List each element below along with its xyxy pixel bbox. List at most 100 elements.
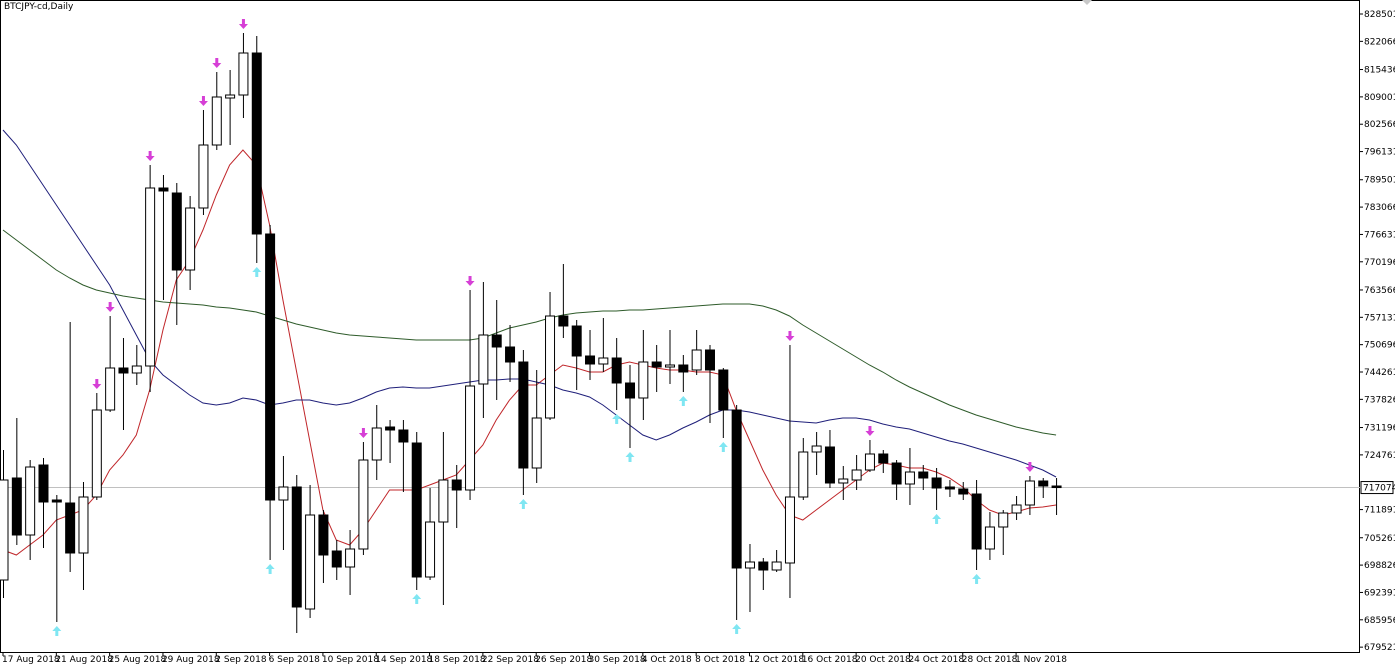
y-tick-label: 809001	[1364, 93, 1395, 103]
x-tick-label: 21 Aug 2018	[55, 655, 113, 665]
candle-body	[265, 233, 276, 501]
candle-body	[385, 426, 396, 431]
candle-body	[864, 453, 875, 471]
candle-body	[185, 207, 196, 271]
y-tick-label: 796131	[1364, 148, 1395, 158]
candle-body	[491, 334, 502, 348]
candle-body	[465, 385, 476, 491]
y-tick-label: 737826	[1364, 395, 1395, 405]
candle-body	[91, 409, 102, 498]
x-tick-label: 8 Oct 2018	[695, 655, 745, 665]
candle-body	[145, 187, 156, 367]
candle-body	[585, 355, 596, 365]
candle-body	[331, 550, 342, 568]
candle-body	[438, 479, 449, 523]
x-tick-label: 28 Oct 2018	[962, 655, 1018, 665]
candle-body	[518, 361, 529, 469]
candle-body	[1011, 504, 1022, 514]
candle-body	[158, 187, 169, 192]
candle-body	[598, 357, 609, 365]
candle-body	[211, 96, 222, 146]
candle-body	[904, 471, 915, 485]
x-tick-label: 4 Oct 2018	[642, 655, 692, 665]
candle-body	[704, 349, 715, 371]
chart-title: BTCJPY-cd,Daily	[4, 2, 74, 12]
fractal-up-arrow	[252, 267, 262, 278]
candle-body	[931, 477, 942, 489]
x-tick-label: 30 Sep 2018	[589, 655, 646, 665]
candle-body	[1051, 485, 1062, 489]
candle-body	[758, 561, 769, 571]
fractal-up-arrow	[732, 623, 742, 634]
candle-body	[891, 462, 902, 485]
fractal-down-arrow	[785, 331, 795, 342]
fractal-down-arrow	[145, 151, 155, 162]
y-tick-label: 685956	[1364, 616, 1395, 626]
candle-body	[78, 496, 89, 554]
y-tick-label: 822066	[1364, 37, 1395, 47]
fractal-up-arrow	[612, 413, 622, 424]
y-tick-label: 815436	[1364, 66, 1395, 76]
y-tick-label: 679521	[1364, 643, 1395, 653]
fractal-down-arrow	[1025, 462, 1035, 473]
y-tick-label: 789501	[1364, 176, 1395, 186]
x-tick-label: 18 Sep 2018	[429, 655, 486, 665]
fractal-up-arrow	[625, 451, 635, 462]
candle-body	[171, 192, 182, 271]
candle-body	[305, 514, 316, 610]
y-tick-label: 744261	[1364, 368, 1395, 378]
x-tick-label: 17 Aug 2018	[2, 655, 60, 665]
fractal-up-arrow	[265, 563, 275, 574]
y-tick-label: 724761	[1364, 451, 1395, 461]
x-tick-label: 26 Sep 2018	[535, 655, 592, 665]
candle-body	[878, 453, 889, 464]
candle-body	[665, 364, 675, 368]
candle-body	[545, 315, 556, 419]
y-tick-label: 757131	[1364, 313, 1395, 323]
x-tick-label: 2 Sep 2018	[215, 655, 267, 665]
x-tick-label: 16 Oct 2018	[802, 655, 858, 665]
candle-body	[11, 477, 22, 536]
candle-body	[318, 514, 329, 556]
candle-body	[131, 365, 142, 374]
candle-body	[425, 521, 436, 578]
fractal-up-arrow	[518, 499, 528, 510]
fractal-down-arrow	[212, 58, 222, 69]
y-tick-label: 711891	[1364, 506, 1395, 516]
candle-body	[371, 427, 382, 461]
candle-body	[625, 382, 636, 399]
y-tick-label: 828501	[1364, 10, 1395, 20]
current-price-label: 717074	[1363, 484, 1395, 494]
candle-body	[478, 334, 489, 385]
fractal-up-arrow	[52, 626, 62, 637]
plot-border	[0, 0, 1360, 653]
x-tick-label: 22 Sep 2018	[482, 655, 539, 665]
candle-body	[944, 486, 955, 490]
candle-body	[358, 459, 369, 550]
candle-body	[851, 469, 862, 481]
y-tick-label: 783066	[1364, 203, 1395, 213]
candle-body	[611, 357, 622, 384]
y-tick-label: 770196	[1364, 258, 1395, 268]
candle-body	[0, 479, 9, 581]
candle-body	[651, 361, 662, 368]
fractal-up-arrow	[678, 396, 688, 407]
candle-body	[558, 315, 569, 327]
candle-body	[451, 479, 462, 491]
candle-body	[811, 445, 822, 453]
y-tick-label: 802566	[1364, 120, 1395, 130]
candle-body	[918, 471, 929, 479]
candle-body	[118, 367, 129, 374]
candle-body	[784, 496, 795, 564]
candle-body	[971, 493, 982, 550]
candle-body	[771, 561, 782, 571]
y-tick-label: 705261	[1364, 534, 1395, 544]
candle-body	[345, 548, 356, 568]
candle-body	[838, 478, 849, 484]
x-tick-label: 6 Sep 2018	[269, 655, 321, 665]
y-tick-label: 763566	[1364, 286, 1395, 296]
fractal-up-arrow	[412, 593, 422, 604]
candle-body	[531, 417, 542, 469]
